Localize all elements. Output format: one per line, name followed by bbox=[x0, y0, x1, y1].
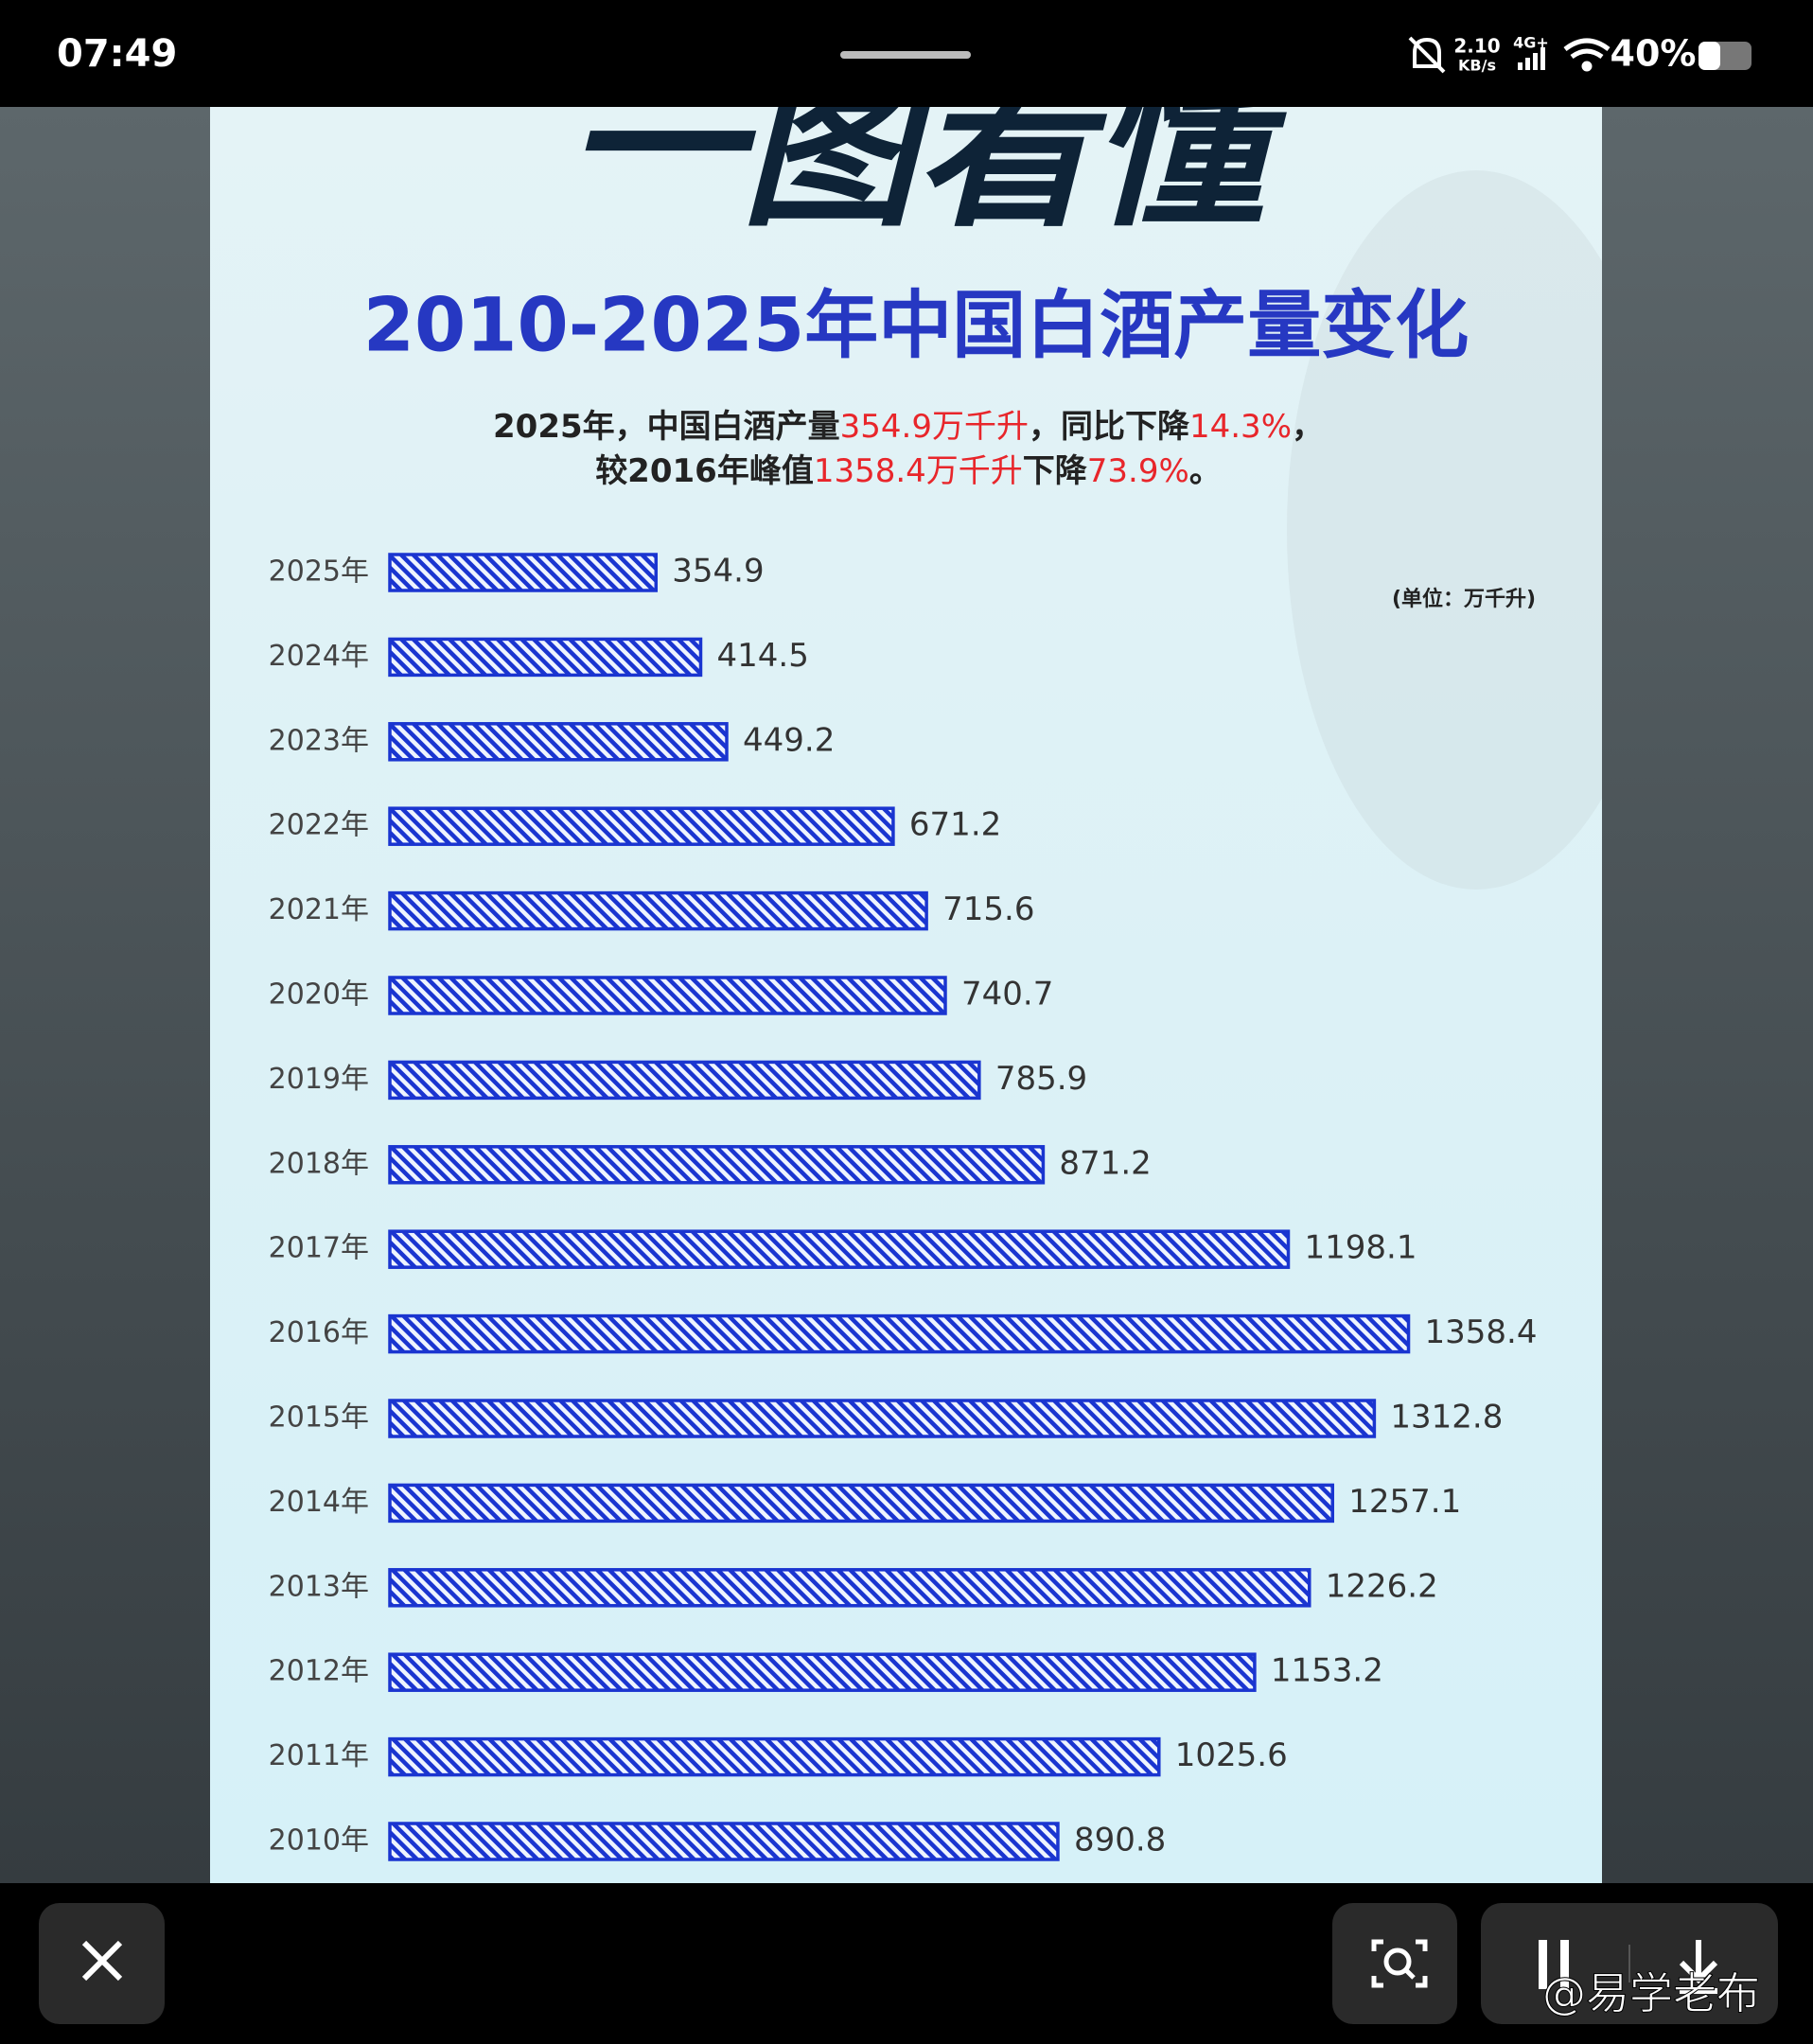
category-label: 2014年 bbox=[269, 1486, 369, 1519]
value-label: 354.9 bbox=[672, 553, 764, 590]
category-label: 2016年 bbox=[269, 1316, 369, 1349]
subtitle-text: 。 bbox=[1189, 452, 1222, 490]
bar bbox=[388, 637, 703, 678]
battery-level bbox=[1699, 42, 1720, 70]
value-label: 890.8 bbox=[1074, 1822, 1166, 1859]
category-label: 2011年 bbox=[269, 1739, 369, 1772]
bar bbox=[388, 1736, 1161, 1777]
category-label: 2015年 bbox=[269, 1401, 369, 1435]
bar bbox=[388, 722, 729, 762]
category-label: 2020年 bbox=[269, 978, 369, 1012]
share-icon bbox=[1539, 1940, 1569, 1989]
bar bbox=[388, 1145, 1046, 1185]
bar bbox=[388, 976, 947, 1015]
value-label: 671.2 bbox=[909, 806, 1001, 844]
value-label: 740.7 bbox=[961, 976, 1053, 1013]
close-icon bbox=[81, 1940, 123, 1982]
bar bbox=[388, 1822, 1060, 1861]
lens-icon bbox=[1371, 1939, 1428, 1988]
bar bbox=[388, 1313, 1411, 1354]
category-label: 2024年 bbox=[269, 640, 369, 673]
subtitle-line: 较2016年峰值1358.4万千升下降73.9%。 bbox=[595, 452, 1222, 490]
network-type: 4G+ bbox=[1513, 34, 1549, 52]
value-label: 1257.1 bbox=[1348, 1483, 1461, 1521]
value-label: 414.5 bbox=[716, 637, 808, 675]
value-label: 1358.4 bbox=[1425, 1313, 1538, 1351]
net-speed: 2.10 bbox=[1453, 35, 1500, 58]
signal-icon bbox=[1518, 47, 1545, 70]
header: 一图看懂 bbox=[566, 46, 1296, 251]
bar bbox=[388, 1229, 1291, 1269]
category-label: 2023年 bbox=[269, 724, 369, 757]
category-label: 2018年 bbox=[269, 1147, 369, 1180]
bar bbox=[388, 1399, 1377, 1438]
subtitle-text: 下降 bbox=[1023, 452, 1088, 490]
unit-label: (单位：万千升) bbox=[1392, 587, 1536, 611]
subtitle-highlight: 73.9% bbox=[1087, 452, 1189, 490]
category-label: 2017年 bbox=[269, 1232, 369, 1265]
category-label: 2022年 bbox=[269, 809, 369, 842]
category-label: 2013年 bbox=[269, 1570, 369, 1603]
chart-title: 2010-2025年中国白酒产量变化 bbox=[363, 283, 1470, 368]
bar bbox=[388, 1652, 1257, 1692]
category-label: 2012年 bbox=[269, 1655, 369, 1688]
subtitle-text: 较2016年峰值 bbox=[595, 452, 814, 490]
bar bbox=[388, 553, 659, 592]
lens-button[interactable] bbox=[1332, 1903, 1457, 2024]
drag-handle bbox=[840, 51, 971, 59]
value-label: 1312.8 bbox=[1390, 1399, 1503, 1436]
value-label: 785.9 bbox=[995, 1060, 1087, 1098]
subtitle-highlight: 354.9万千升 bbox=[840, 408, 1029, 446]
category-label: 2025年 bbox=[269, 555, 369, 589]
bar bbox=[388, 806, 895, 846]
bar bbox=[388, 1568, 1311, 1608]
value-label: 1198.1 bbox=[1304, 1229, 1417, 1267]
watermark: @易学老布 bbox=[1542, 1968, 1760, 2019]
category-label: 2021年 bbox=[269, 893, 369, 926]
download-icon bbox=[1679, 1940, 1718, 1994]
value-label: 1025.6 bbox=[1175, 1736, 1288, 1774]
bar-chart: 2025年 354.9 2024年 414.5 2023年 449.2 2022年 671.2… bbox=[269, 553, 1538, 1861]
value-label: 715.6 bbox=[942, 890, 1034, 928]
subtitle-highlight: 1358.4万千升 bbox=[814, 452, 1023, 490]
bar bbox=[388, 1060, 981, 1101]
bar bbox=[388, 1483, 1335, 1524]
subtitle-text: ， bbox=[1292, 408, 1324, 446]
subtitle-text: 2025年，中国白酒产量 bbox=[493, 408, 840, 446]
subtitle-text: ，同比下降 bbox=[1029, 408, 1190, 446]
wifi-icon bbox=[1563, 38, 1611, 72]
bar bbox=[388, 890, 928, 931]
mute-icon bbox=[1408, 36, 1446, 74]
value-label: 1153.2 bbox=[1271, 1652, 1383, 1690]
category-label: 2019年 bbox=[269, 1063, 369, 1096]
subtitle-line: 2025年，中国白酒产量354.9万千升，同比下降14.3%， bbox=[493, 408, 1324, 446]
battery-percent: 40% bbox=[1611, 33, 1697, 75]
category-label: 2010年 bbox=[269, 1824, 369, 1858]
background-figure bbox=[1287, 170, 1602, 890]
clock: 07:49 bbox=[57, 32, 177, 76]
subtitle-highlight: 14.3% bbox=[1189, 408, 1292, 446]
net-unit: KB/s bbox=[1458, 57, 1496, 75]
value-label: 449.2 bbox=[743, 721, 835, 759]
value-label: 1226.2 bbox=[1326, 1567, 1438, 1605]
value-label: 871.2 bbox=[1059, 1144, 1151, 1182]
